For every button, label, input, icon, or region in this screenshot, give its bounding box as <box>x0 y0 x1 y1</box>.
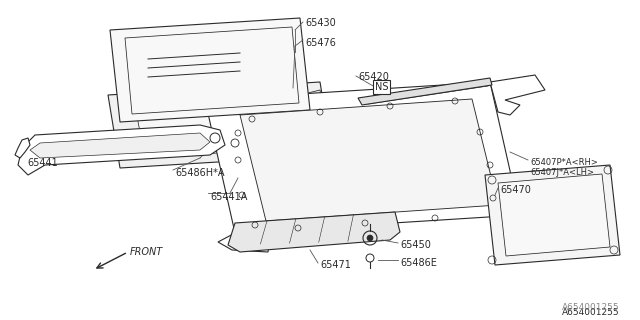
Text: 65476: 65476 <box>305 38 336 48</box>
Polygon shape <box>498 174 610 256</box>
Text: 65407P*A<RH>: 65407P*A<RH> <box>530 158 598 167</box>
Text: A654001255: A654001255 <box>563 308 620 317</box>
Polygon shape <box>490 75 545 115</box>
Text: 65420: 65420 <box>358 72 389 82</box>
Polygon shape <box>110 18 310 122</box>
Text: 65441: 65441 <box>28 158 58 168</box>
Polygon shape <box>30 133 210 158</box>
Text: 65471: 65471 <box>320 260 351 270</box>
Polygon shape <box>18 125 225 175</box>
Circle shape <box>367 235 373 241</box>
Text: 65441A: 65441A <box>210 192 248 202</box>
Text: 65430: 65430 <box>305 18 336 28</box>
Polygon shape <box>135 95 305 158</box>
Text: 65486E: 65486E <box>400 258 437 268</box>
Polygon shape <box>228 212 400 252</box>
Polygon shape <box>108 82 332 168</box>
Polygon shape <box>240 99 498 221</box>
Text: NS: NS <box>375 82 388 92</box>
Polygon shape <box>15 138 30 158</box>
Text: 65407J*A<LH>: 65407J*A<LH> <box>530 168 594 177</box>
Text: 65450: 65450 <box>400 240 431 250</box>
Polygon shape <box>485 165 620 265</box>
Text: 65486H*A: 65486H*A <box>175 168 225 178</box>
Text: FRONT: FRONT <box>130 247 163 257</box>
Polygon shape <box>218 233 270 252</box>
Polygon shape <box>358 78 492 105</box>
Polygon shape <box>205 82 520 233</box>
Polygon shape <box>300 90 330 145</box>
Text: A654001255: A654001255 <box>563 303 620 312</box>
Text: 65470: 65470 <box>500 185 531 195</box>
